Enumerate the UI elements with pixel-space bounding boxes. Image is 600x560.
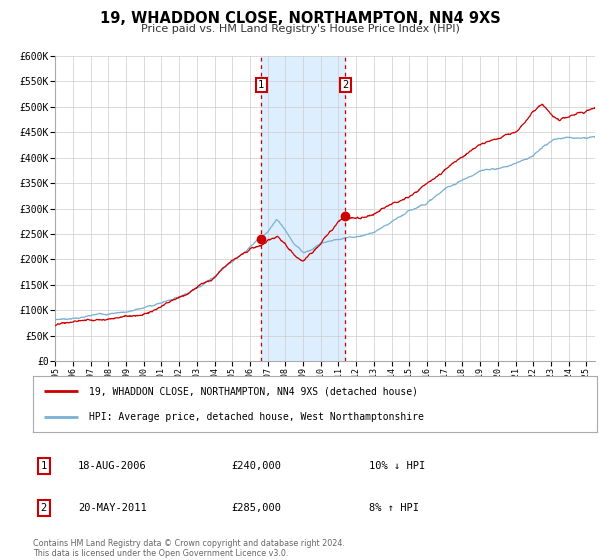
Text: Price paid vs. HM Land Registry's House Price Index (HPI): Price paid vs. HM Land Registry's House … (140, 24, 460, 34)
Text: 1: 1 (258, 80, 264, 90)
Bar (261, 56, 346, 361)
Text: 19, WHADDON CLOSE, NORTHAMPTON, NN4 9XS (detached house): 19, WHADDON CLOSE, NORTHAMPTON, NN4 9XS … (89, 386, 418, 396)
Text: This data is licensed under the Open Government Licence v3.0.: This data is licensed under the Open Gov… (33, 549, 289, 558)
Text: 8% ↑ HPI: 8% ↑ HPI (369, 503, 419, 513)
Text: 1: 1 (41, 461, 47, 471)
Text: 19, WHADDON CLOSE, NORTHAMPTON, NN4 9XS: 19, WHADDON CLOSE, NORTHAMPTON, NN4 9XS (100, 11, 500, 26)
Text: 18-AUG-2006: 18-AUG-2006 (78, 461, 147, 471)
Text: 2: 2 (41, 503, 47, 513)
Text: HPI: Average price, detached house, West Northamptonshire: HPI: Average price, detached house, West… (89, 412, 424, 422)
Text: £240,000: £240,000 (231, 461, 281, 471)
Text: Contains HM Land Registry data © Crown copyright and database right 2024.: Contains HM Land Registry data © Crown c… (33, 539, 345, 548)
Text: 10% ↓ HPI: 10% ↓ HPI (369, 461, 425, 471)
Text: £285,000: £285,000 (231, 503, 281, 513)
Text: 20-MAY-2011: 20-MAY-2011 (78, 503, 147, 513)
Text: 2: 2 (342, 80, 349, 90)
